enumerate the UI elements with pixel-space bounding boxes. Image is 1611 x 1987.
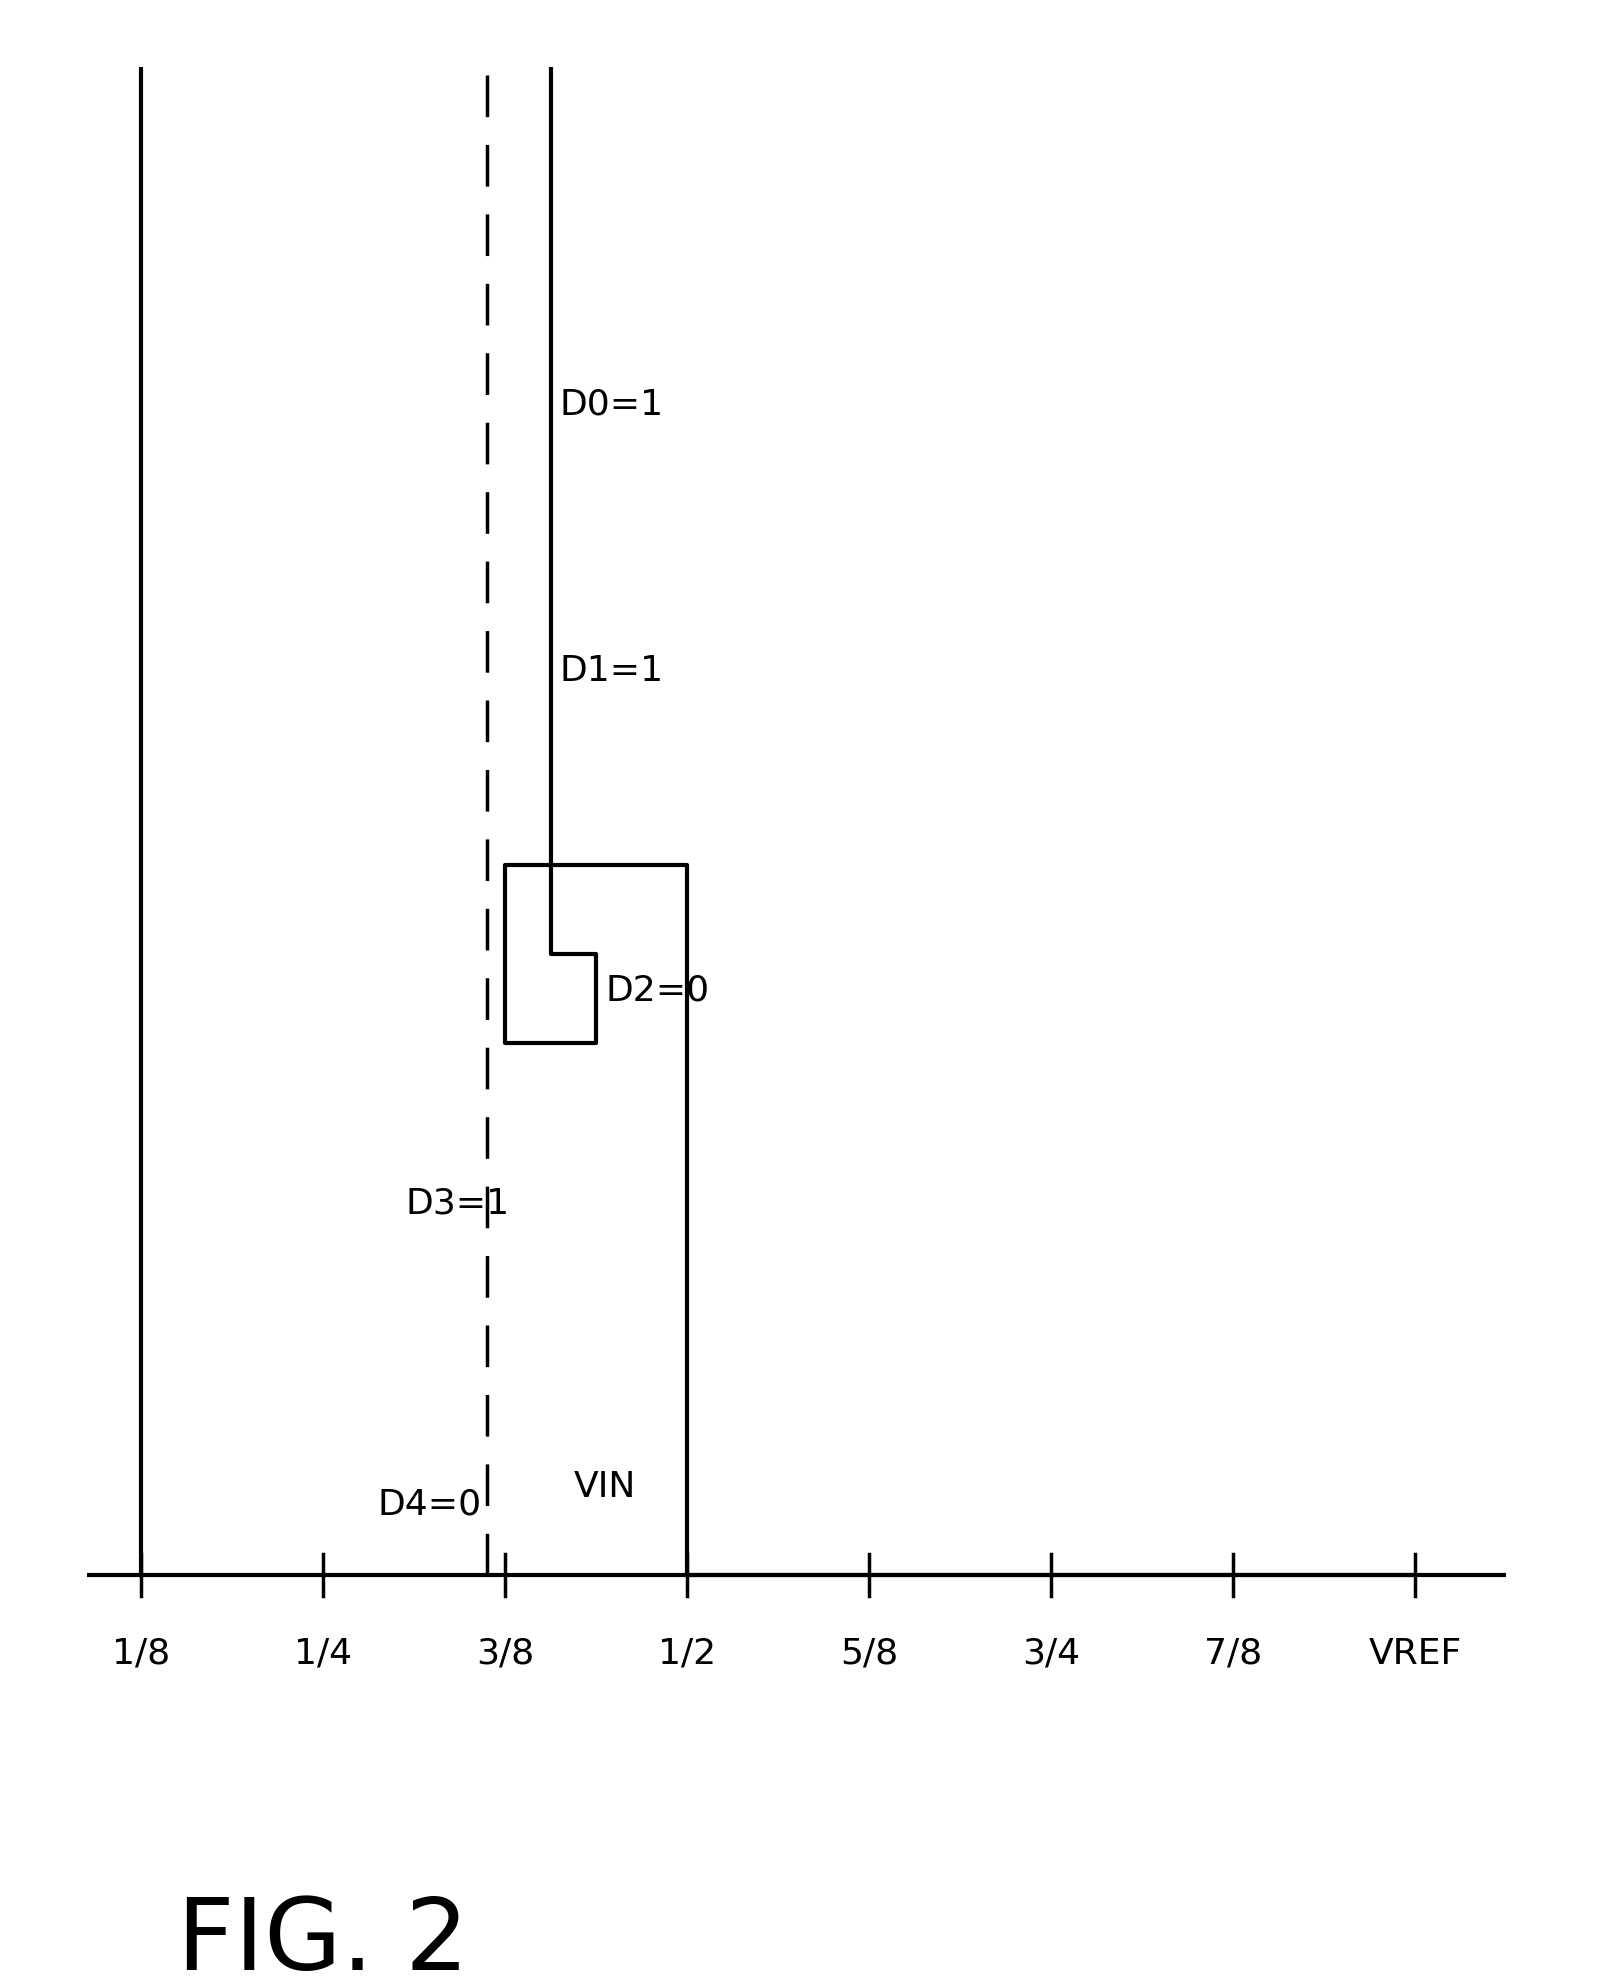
- Text: VREF: VREF: [1368, 1637, 1461, 1671]
- Text: 3/8: 3/8: [477, 1637, 535, 1671]
- Text: 7/8: 7/8: [1203, 1637, 1263, 1671]
- Text: 5/8: 5/8: [839, 1637, 899, 1671]
- Text: D4=0: D4=0: [379, 1488, 482, 1522]
- Text: D2=0: D2=0: [606, 974, 709, 1007]
- Text: FIG. 2: FIG. 2: [177, 1894, 469, 1987]
- Text: VIN: VIN: [574, 1470, 636, 1504]
- Text: 1/8: 1/8: [113, 1637, 171, 1671]
- Text: 1/4: 1/4: [295, 1637, 353, 1671]
- Text: 1/2: 1/2: [659, 1637, 717, 1671]
- Text: 3/4: 3/4: [1021, 1637, 1081, 1671]
- Text: D3=1: D3=1: [404, 1186, 509, 1220]
- Text: D1=1: D1=1: [561, 654, 664, 688]
- Text: D0=1: D0=1: [561, 387, 664, 421]
